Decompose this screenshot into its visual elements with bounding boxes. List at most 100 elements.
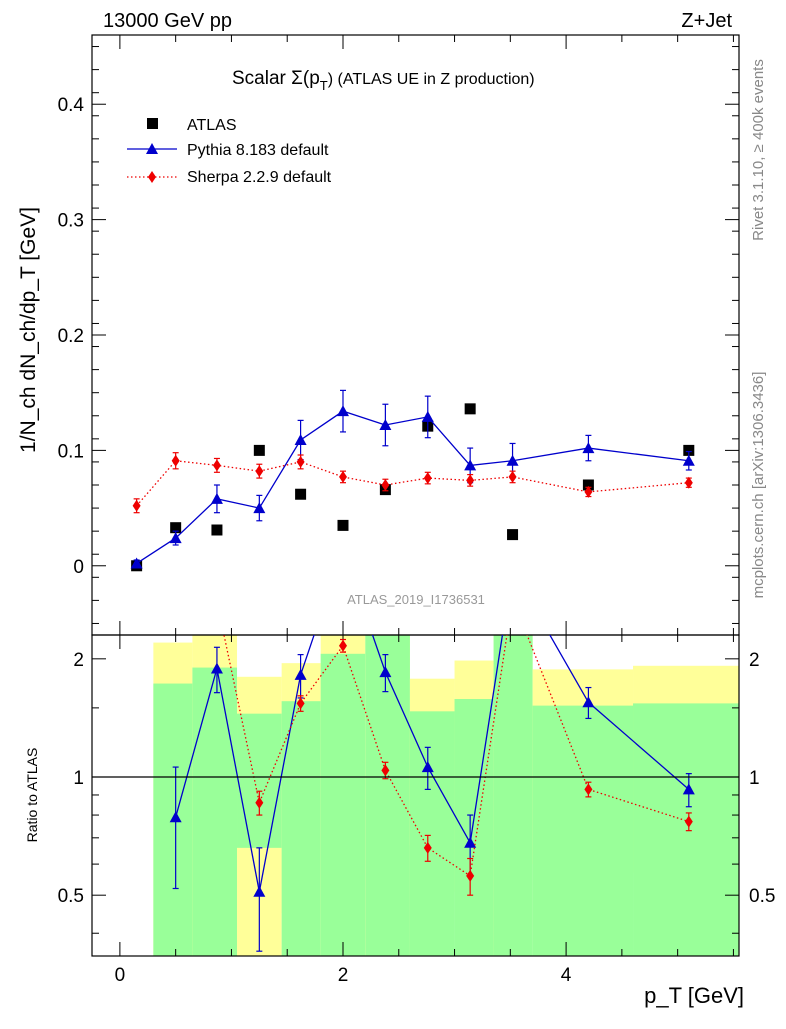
sherpa-ratio-point <box>172 599 180 611</box>
energy-label: 13000 GeV pp <box>103 10 232 32</box>
pythia-point <box>379 419 392 430</box>
pythia-point <box>130 557 143 569</box>
atlas-point <box>253 444 265 456</box>
sherpa-ratio-point <box>684 815 693 828</box>
pythia-point <box>169 532 182 544</box>
legend-sherpa-marker <box>148 171 156 183</box>
sherpa-point <box>508 470 517 483</box>
sherpa-line <box>136 460 689 507</box>
sherpa-point <box>466 474 475 487</box>
sherpa-point <box>296 455 305 468</box>
legend-sherpa-label: Sherpa 2.2.9 default <box>187 169 332 186</box>
sherpa-point <box>338 470 347 483</box>
pythia-ratio-point <box>421 761 434 773</box>
y-tick-label: 0.2 <box>58 326 84 347</box>
atlas-point <box>170 522 182 534</box>
ratio-y-tick-label: 0.5 <box>58 886 84 907</box>
analysis-id: ATLAS_2019_I1736531 <box>347 592 485 607</box>
chart-title-prefix: Scalar Σ(p <box>232 68 320 89</box>
ratio-band-green <box>532 705 634 956</box>
pythia-ratio-point <box>682 783 695 795</box>
y-axis-label: 1/N_ch dN_ch/dp_T [GeV] <box>17 207 40 453</box>
sherpa-point <box>132 499 141 512</box>
process-label: Z+Jet <box>681 10 732 32</box>
pythia-point <box>421 410 434 422</box>
pythia-ratio-point <box>253 885 266 897</box>
ratio-axis-ticks: 0.5 0.5 1 1 2 2 <box>58 650 775 934</box>
x-tick-label: 0 <box>115 965 126 986</box>
y-tick-label: 0.1 <box>58 441 84 462</box>
chart-title: Scalar Σ(pT) (ATLAS UE in Z production) <box>232 68 535 93</box>
rivet-label: Rivet 3.1.10, ≥ 400k events <box>750 59 767 241</box>
sherpa-ratio-point <box>338 639 347 652</box>
ratio-band-green <box>633 703 739 956</box>
legend-atlas-marker <box>147 118 158 129</box>
legend-pythia-marker <box>146 143 158 154</box>
ratio-y-tick-label: 1 <box>73 768 84 789</box>
atlas-point <box>337 519 349 531</box>
atlas-point <box>582 479 594 491</box>
sherpa-point <box>255 465 264 478</box>
sherpa-ratio-point <box>509 592 517 604</box>
pythia-ratio-point <box>507 564 519 575</box>
atlas-point <box>211 524 223 536</box>
x-axis-label: p_T [GeV] <box>644 983 744 1008</box>
sherpa-ratio-point <box>255 796 264 809</box>
ratio-series <box>169 543 695 952</box>
main-axis-ticks: 0 0.1 0.2 0.3 0.4 0 2 4 <box>58 35 739 986</box>
sherpa-point <box>584 485 593 498</box>
x-tick-label: 2 <box>338 965 349 986</box>
pythia-point <box>582 442 595 454</box>
atlas-point <box>507 529 519 541</box>
sherpa-ratio-point <box>423 841 432 854</box>
ratio-band-green <box>281 701 321 956</box>
y-tick-label: 0.3 <box>58 211 84 232</box>
sherpa-ratio-point <box>466 869 475 882</box>
legend-pythia-label: Pythia 8.183 default <box>187 142 329 159</box>
chart-title-suffix: ) (ATLAS UE in Z production) <box>328 71 535 88</box>
ratio-plot-frame <box>91 634 740 957</box>
mcplots-label: mcplots.cern.ch [arXiv:1306.3436] <box>750 372 767 599</box>
ratio-band-green <box>237 713 282 848</box>
sherpa-point <box>171 454 180 467</box>
sherpa-point <box>684 476 693 489</box>
pythia-ratio-point <box>337 543 349 554</box>
main-series <box>130 389 695 572</box>
pythia-point <box>464 459 477 471</box>
sherpa-ratio-point <box>296 697 305 710</box>
pythia-ratio-point <box>169 811 182 823</box>
pythia-ratio-point <box>294 668 307 680</box>
pythia-line <box>136 410 689 565</box>
y-tick-label: 0.4 <box>58 95 85 116</box>
pythia-ratio-point <box>582 696 595 708</box>
pythia-ratio-point <box>379 666 392 678</box>
atlas-point <box>683 444 695 456</box>
ratio-band-green <box>493 635 533 956</box>
pythia-point <box>682 454 695 466</box>
ratio-band-green <box>454 699 494 956</box>
chart-title-sub: T <box>320 78 328 93</box>
atlas-point <box>295 488 307 500</box>
ratio-y-tick-label-right: 0.5 <box>749 886 775 907</box>
ratio-band-green <box>192 667 238 956</box>
ratio-band-green <box>409 711 455 956</box>
pythia-point <box>506 454 519 466</box>
pythia-point <box>294 434 307 445</box>
ratio-y-axis-label: Ratio to ATLAS <box>24 748 40 843</box>
pythia-point <box>210 492 223 504</box>
sherpa-point <box>381 479 390 491</box>
sherpa-ratio-point <box>381 764 390 777</box>
sherpa-ratio-point <box>584 783 593 796</box>
ratio-y-tick-label: 2 <box>73 650 84 671</box>
pythia-ratio-point <box>464 836 477 848</box>
atlas-point <box>464 403 476 415</box>
sherpa-point <box>423 472 432 485</box>
pythia-ratio-point <box>210 662 223 674</box>
pythia-point <box>253 502 266 514</box>
sherpa-point <box>212 459 221 472</box>
pythia-point <box>336 405 349 417</box>
y-tick-label: 0 <box>73 557 84 578</box>
x-tick-label: 4 <box>561 965 572 986</box>
